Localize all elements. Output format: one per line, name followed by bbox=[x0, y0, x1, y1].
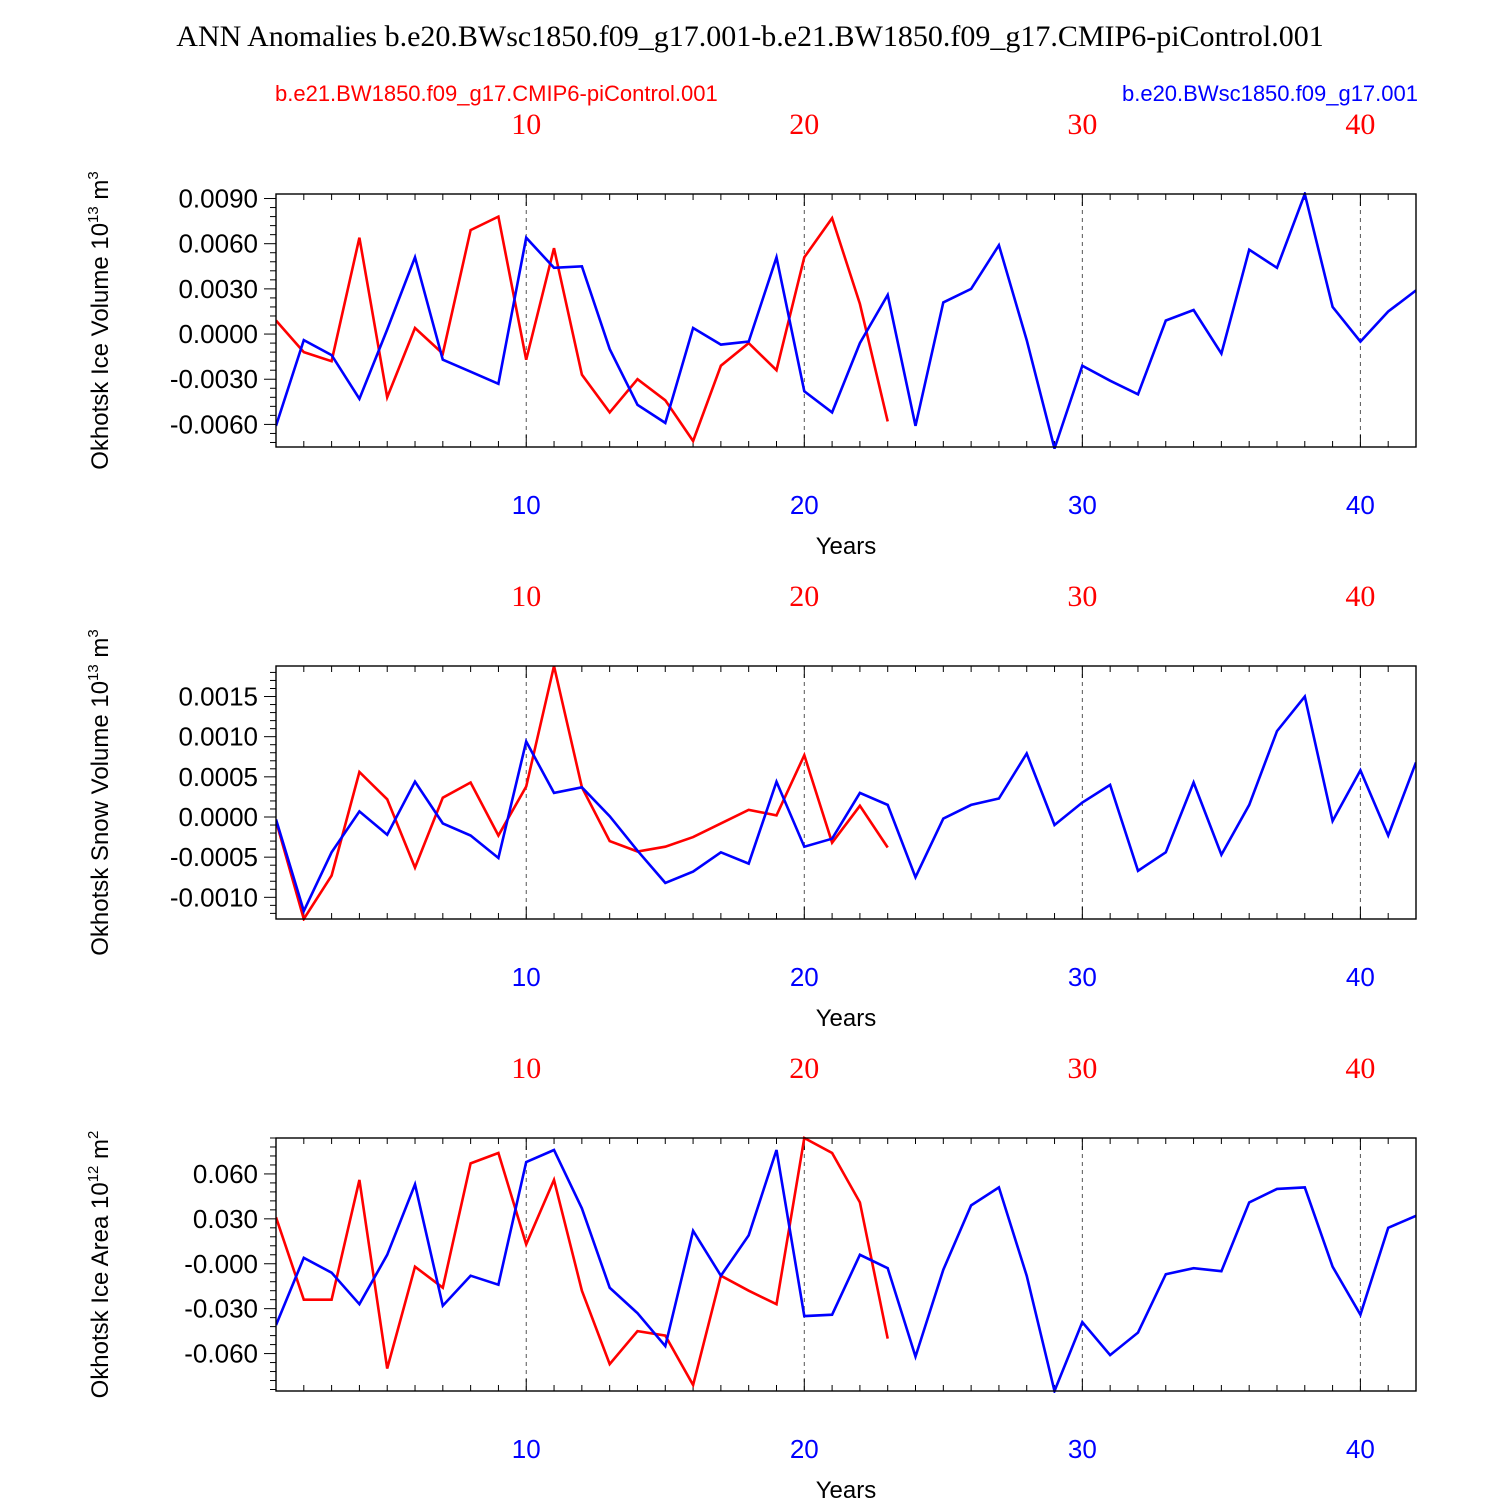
series-line-picontrol bbox=[276, 1136, 889, 1389]
series-line-bwsc1850 bbox=[276, 693, 1416, 915]
x-tick-label-top: 30 bbox=[1067, 580, 1097, 613]
y-tick-label: -0.060 bbox=[184, 1339, 258, 1369]
y-axis-label-unit: m bbox=[87, 1139, 114, 1166]
x-tick-label-bottom: 40 bbox=[1346, 962, 1375, 992]
x-tick-label-top: 40 bbox=[1345, 1052, 1375, 1085]
x-tick-label-top: 20 bbox=[789, 1052, 819, 1085]
x-tick-label-bottom: 30 bbox=[1068, 962, 1097, 992]
panel-3: -0.060 -0.030 -0.000 0.030 0.060 10 20 30 40 10 20… bbox=[85, 1052, 1417, 1500]
y-tick-label: 0.0060 bbox=[178, 229, 258, 259]
x-tick-label-bottom: 10 bbox=[512, 962, 541, 992]
panel-1: -0.0060 -0.0030 0.0000 0.0030 0.0060 0.0090 10… bbox=[85, 108, 1417, 560]
y-axis-label: Okhotsk Ice Volume 1013 m3 bbox=[85, 171, 114, 470]
series-line-bwsc1850 bbox=[276, 1148, 1416, 1393]
y-axis-label-main: Okhotsk Ice Area 10 bbox=[87, 1182, 114, 1398]
y-tick-label: 0.030 bbox=[193, 1204, 258, 1234]
y-tick-label: 0.0015 bbox=[178, 682, 258, 712]
panel-2: -0.0010 -0.0005 0.0000 0.0005 0.0010 0.0015 10… bbox=[85, 580, 1417, 1032]
x-tick-label-bottom: 20 bbox=[790, 962, 819, 992]
y-axis-label-unit: m bbox=[87, 180, 114, 207]
x-tick-label-bottom: 10 bbox=[512, 490, 541, 520]
x-tick-label-top: 30 bbox=[1067, 108, 1097, 141]
x-tick-label-bottom: 30 bbox=[1068, 490, 1097, 520]
x-axis-label: Years bbox=[816, 1477, 877, 1500]
y-tick-label: -0.0005 bbox=[170, 842, 258, 872]
y-axis-label-exponent: 12 bbox=[85, 1166, 102, 1183]
y-axis-label-exponent: 13 bbox=[85, 206, 102, 223]
y-tick-label: 0.0000 bbox=[178, 319, 258, 349]
x-tick-label-bottom: 20 bbox=[790, 1434, 819, 1464]
x-tick-label-top: 30 bbox=[1067, 1052, 1097, 1085]
y-axis-label-main: Okhotsk Ice Volume 10 bbox=[87, 223, 114, 470]
series-line-picontrol bbox=[276, 665, 889, 921]
y-tick-label: -0.000 bbox=[184, 1249, 258, 1279]
x-tick-label-top: 40 bbox=[1345, 108, 1375, 141]
series-line-picontrol bbox=[276, 214, 889, 444]
x-tick-label-top: 10 bbox=[511, 580, 541, 613]
x-tick-label-bottom: 40 bbox=[1346, 490, 1375, 520]
x-tick-label-top: 40 bbox=[1345, 580, 1375, 613]
y-axis-label-unit-exponent: 3 bbox=[85, 629, 102, 637]
x-tick-label-bottom: 40 bbox=[1346, 1434, 1375, 1464]
x-tick-label-bottom: 10 bbox=[512, 1434, 541, 1464]
y-axis-label-unit: m bbox=[87, 638, 114, 665]
plot-frame bbox=[275, 1137, 1417, 1392]
y-axis-label-unit-exponent: 2 bbox=[85, 1131, 102, 1139]
y-tick-label: 0.0030 bbox=[178, 274, 258, 304]
y-tick-label: -0.0060 bbox=[170, 409, 258, 439]
x-tick-label-top: 20 bbox=[789, 108, 819, 141]
y-tick-label: 0.0010 bbox=[178, 722, 258, 752]
y-axis-label: Okhotsk Snow Volume 1013 m3 bbox=[85, 629, 114, 956]
x-axis-label: Years bbox=[816, 533, 877, 560]
y-tick-label: 0.0000 bbox=[178, 802, 258, 832]
y-axis-label-exponent: 13 bbox=[85, 664, 102, 681]
y-tick-label: 0.060 bbox=[193, 1159, 258, 1189]
x-tick-label-bottom: 30 bbox=[1068, 1434, 1097, 1464]
y-axis-label-unit-exponent: 3 bbox=[85, 171, 102, 179]
plot-frame bbox=[275, 193, 1417, 448]
x-tick-label-top: 10 bbox=[511, 1052, 541, 1085]
x-tick-label-top: 20 bbox=[789, 580, 819, 613]
panels: -0.0060 -0.0030 0.0000 0.0030 0.0060 0.0090 10… bbox=[85, 108, 1417, 1500]
y-axis-label: Okhotsk Ice Area 1012 m2 bbox=[85, 1131, 114, 1399]
y-tick-label: -0.030 bbox=[184, 1294, 258, 1324]
y-tick-label: -0.0030 bbox=[170, 364, 258, 394]
legend-red-label: b.e21.BW1850.f09_g17.CMIP6-piControl.001 bbox=[275, 81, 718, 106]
x-tick-label-top: 10 bbox=[511, 108, 541, 141]
y-tick-label: -0.0010 bbox=[170, 882, 258, 912]
y-tick-label: 0.0090 bbox=[178, 184, 258, 214]
y-axis-label-main: Okhotsk Snow Volume 10 bbox=[87, 681, 114, 956]
plot-frame bbox=[275, 665, 1417, 920]
y-tick-label: 0.0005 bbox=[178, 762, 258, 792]
series-line-bwsc1850 bbox=[276, 192, 1416, 449]
x-axis-label: Years bbox=[816, 1005, 877, 1032]
figure-title: ANN Anomalies b.e20.BWsc1850.f09_g17.001… bbox=[176, 20, 1323, 53]
legend-blue-label: b.e20.BWsc1850.f09_g17.001 bbox=[1122, 81, 1418, 106]
x-tick-label-bottom: 20 bbox=[790, 490, 819, 520]
